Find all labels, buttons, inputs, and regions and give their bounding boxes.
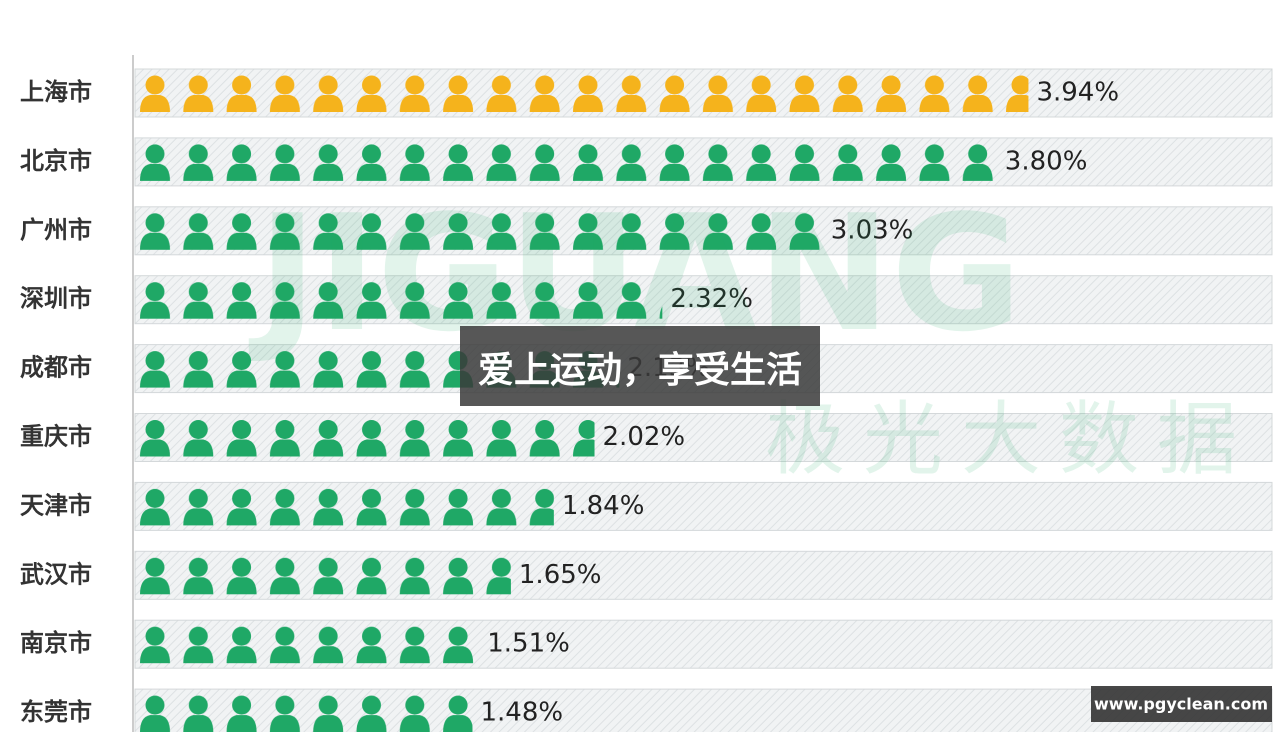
pictogram-bar <box>138 275 663 324</box>
pictogram-bar <box>138 482 554 531</box>
category-label: 北京市 <box>20 147 92 175</box>
category-label: 武汉市 <box>20 560 92 588</box>
pictogram-bar <box>138 206 823 255</box>
category-label: 深圳市 <box>20 285 92 313</box>
site-text: www.pgyclean.com <box>1094 695 1268 714</box>
overlay-text: 爱上运动，享受生活 <box>478 350 802 391</box>
value-label: 1.51% <box>487 629 570 659</box>
value-label: 3.94% <box>1036 78 1119 108</box>
value-label: 2.32% <box>670 284 753 314</box>
pictogram-bar <box>138 69 1029 117</box>
category-label: 广州市 <box>20 216 92 244</box>
value-label: 3.80% <box>1005 146 1088 176</box>
value-label: 2.02% <box>603 422 686 452</box>
category-label: 天津市 <box>20 491 92 519</box>
category-label: 成都市 <box>20 354 92 382</box>
value-label: 1.48% <box>480 698 563 728</box>
category-label: 东莞市 <box>20 698 92 726</box>
pictogram-bar <box>138 620 480 669</box>
pictogram-bar <box>138 551 511 600</box>
value-label: 3.03% <box>831 215 914 245</box>
value-label: 1.65% <box>519 560 602 590</box>
pictogram-bar <box>138 413 595 462</box>
category-label: 上海市 <box>20 78 92 106</box>
overlay-box <box>460 326 820 406</box>
pictogram-bar <box>138 137 997 186</box>
pictogram-bar <box>138 689 473 732</box>
watermark-sub: 极光大数据 <box>765 393 1255 486</box>
category-label: 南京市 <box>20 629 92 657</box>
value-label: 1.84% <box>562 491 645 521</box>
category-label: 重庆市 <box>20 423 92 451</box>
site-box <box>1091 686 1272 722</box>
